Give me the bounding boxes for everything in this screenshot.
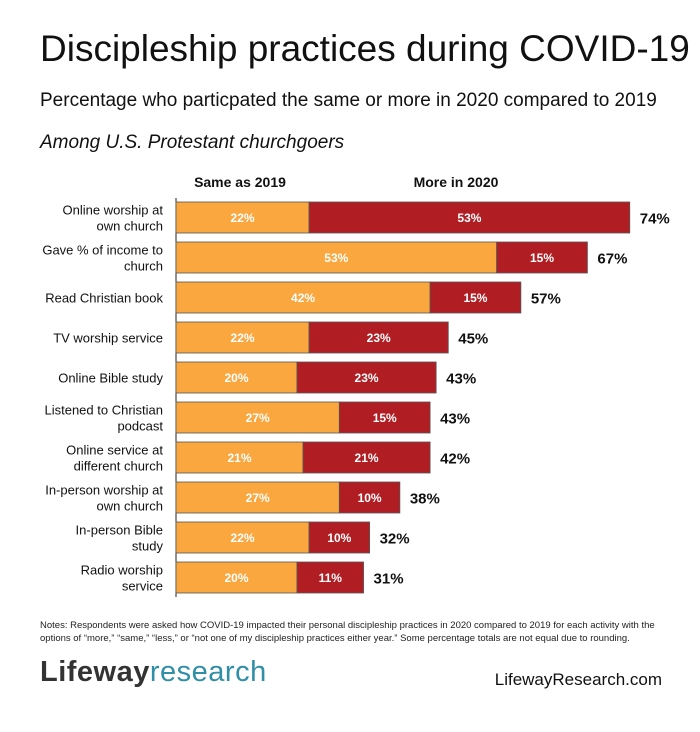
data-label-same: 27% bbox=[246, 491, 270, 505]
chart-subtitle: Percentage who particpated the same or m… bbox=[40, 90, 657, 111]
data-label-more: 21% bbox=[355, 451, 379, 465]
population-label: Among U.S. Protestant churchgoers bbox=[40, 132, 345, 153]
bar-same-as-2019 bbox=[175, 321, 310, 354]
brand-logo: Lifewayresearch bbox=[40, 656, 267, 689]
total-label: 42% bbox=[440, 451, 470, 468]
total-label: 38% bbox=[410, 491, 440, 508]
data-label-more: 11% bbox=[319, 571, 343, 585]
data-label-more: 23% bbox=[355, 371, 379, 385]
bar-same-as-2019 bbox=[175, 401, 340, 434]
bar-same-as-2019 bbox=[175, 281, 431, 314]
data-label-same: 53% bbox=[324, 251, 348, 265]
brand-logo-part2: research bbox=[149, 656, 267, 688]
bar-same-as-2019 bbox=[175, 561, 298, 594]
data-label-more: 23% bbox=[367, 331, 391, 345]
bar-same-as-2019 bbox=[175, 241, 498, 274]
data-label-same: 22% bbox=[231, 211, 255, 225]
data-label-more: 15% bbox=[373, 411, 397, 425]
bar-more-in-2020 bbox=[338, 481, 401, 514]
bar-more-in-2020 bbox=[338, 401, 431, 434]
website-link[interactable]: LifewayResearch.com bbox=[494, 670, 662, 689]
data-label-more: 15% bbox=[530, 251, 554, 265]
total-label: 45% bbox=[458, 331, 488, 348]
chart-title: Discipleship practices during COVID-19 bbox=[40, 28, 690, 69]
data-label-more: 10% bbox=[327, 531, 351, 545]
data-label-more: 15% bbox=[463, 291, 487, 305]
total-label: 32% bbox=[380, 531, 410, 548]
total-label: 31% bbox=[374, 571, 404, 588]
category-label: In-person worship at own church bbox=[45, 483, 163, 514]
total-label: 67% bbox=[597, 251, 627, 268]
data-label-more: 53% bbox=[457, 211, 481, 225]
bar-chart: Same as 2019 More in 2020 Online worship a… bbox=[42, 174, 670, 597]
footnote: Notes: Respondents were asked how COVID-… bbox=[40, 620, 655, 644]
total-label: 57% bbox=[531, 291, 561, 308]
data-label-same: 27% bbox=[246, 411, 270, 425]
data-label-same: 42% bbox=[291, 291, 315, 305]
bar-more-in-2020 bbox=[296, 561, 364, 594]
category-label: Gave % of income to church bbox=[42, 243, 163, 274]
total-label: 43% bbox=[440, 411, 470, 428]
category-label: Online worship at own church bbox=[63, 203, 164, 234]
bar-more-in-2020 bbox=[429, 281, 522, 314]
bar-same-as-2019 bbox=[175, 441, 304, 474]
category-label: TV worship service bbox=[53, 331, 163, 346]
bar-same-as-2019 bbox=[175, 201, 310, 234]
data-label-same: 22% bbox=[231, 531, 255, 545]
category-label: Radio worship service bbox=[81, 563, 163, 594]
legend-same-as-2019: Same as 2019 bbox=[194, 174, 286, 190]
data-label-same: 22% bbox=[231, 331, 255, 345]
category-label: Online service at different church bbox=[66, 443, 163, 474]
brand-logo-part1: Lifeway bbox=[40, 656, 150, 688]
total-label: 74% bbox=[640, 211, 670, 228]
bar-more-in-2020 bbox=[308, 201, 631, 234]
bar-same-as-2019 bbox=[175, 361, 298, 394]
bar-more-in-2020 bbox=[302, 441, 431, 474]
bar-same-as-2019 bbox=[175, 521, 310, 554]
category-label: Read Christian book bbox=[45, 291, 163, 306]
data-label-same: 20% bbox=[224, 571, 248, 585]
bar-more-in-2020 bbox=[308, 521, 371, 554]
data-label-same: 20% bbox=[224, 371, 248, 385]
bar-more-in-2020 bbox=[496, 241, 588, 274]
bar-more-in-2020 bbox=[296, 361, 437, 394]
category-label: Online Bible study bbox=[58, 371, 163, 386]
category-label: In-person Bible study bbox=[76, 523, 164, 554]
data-label-same: 21% bbox=[228, 451, 252, 465]
category-label: Listened to Christian podcast bbox=[44, 403, 163, 434]
total-label: 43% bbox=[446, 371, 476, 388]
bar-more-in-2020 bbox=[308, 321, 449, 354]
legend-more-in-2020: More in 2020 bbox=[414, 174, 499, 190]
bar-same-as-2019 bbox=[175, 481, 340, 514]
data-label-more: 10% bbox=[358, 491, 382, 505]
